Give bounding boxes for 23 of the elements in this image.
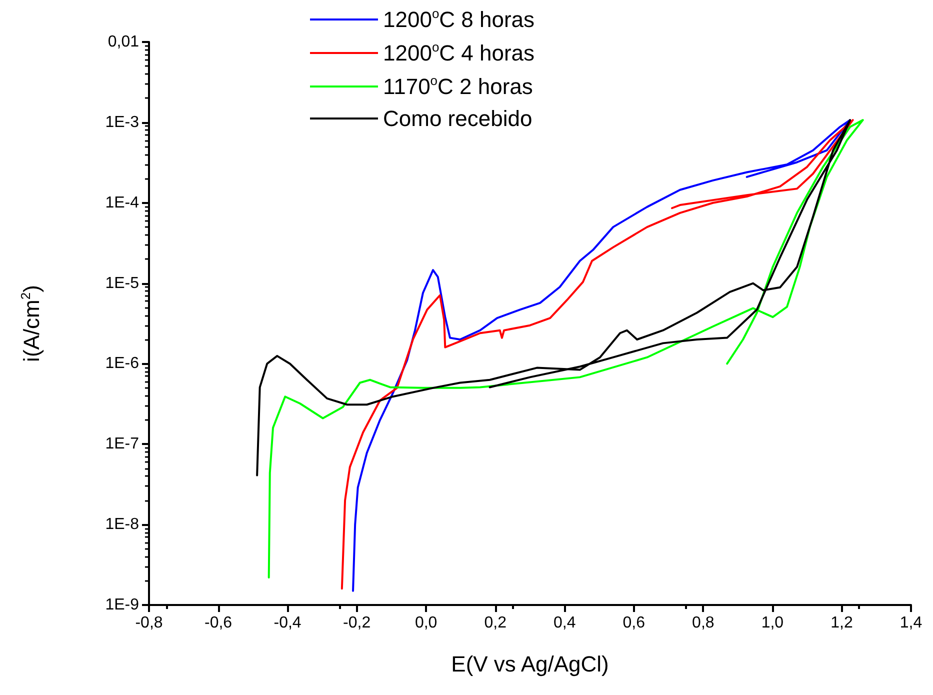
x-tick-label: 0,4 — [554, 614, 576, 632]
x-tick-label: 1,0 — [761, 614, 784, 632]
x-tick-label: 1,4 — [900, 614, 922, 632]
x-tick-label: -0,4 — [274, 614, 302, 632]
x-tick-label: 1,2 — [830, 614, 853, 632]
x-tick-label: 0,0 — [414, 614, 438, 632]
x-tick-label: -0,6 — [204, 614, 232, 632]
y-tick-label: 1E-7 — [105, 436, 140, 453]
x-tick-label: 0,2 — [484, 614, 507, 632]
y-tick-label: 1E-3 — [105, 114, 140, 131]
x-tick-label: -0,2 — [343, 614, 371, 632]
y-tick-label: 1E-9 — [105, 596, 140, 614]
y-tick-label: 1E-6 — [105, 355, 140, 372]
x-tick-label: -0,8 — [135, 614, 163, 632]
y-tick-label: 1E-8 — [105, 516, 140, 534]
x-tick-label: 0,8 — [692, 614, 714, 632]
x-axis-title: E(V vs Ag/AgCl) — [451, 652, 609, 676]
y-tick-label: 0,01 — [108, 34, 140, 50]
y-axis-title: i(A/cm2) — [18, 285, 44, 362]
y-tick-label: 1E-5 — [105, 274, 140, 292]
x-tick-label: 0,6 — [622, 614, 646, 632]
legend-label: Como recebido — [383, 106, 532, 131]
y-tick-label: 1E-4 — [105, 194, 140, 212]
